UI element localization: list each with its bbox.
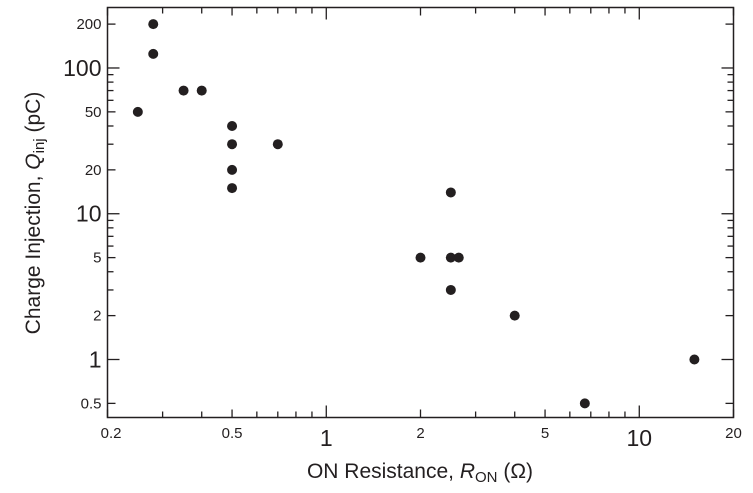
y-tick-label: 100 bbox=[63, 55, 101, 81]
y-tick-label: 20 bbox=[85, 162, 102, 179]
y-tick-label: 200 bbox=[76, 16, 101, 33]
x-tick-label: 20 bbox=[725, 425, 742, 442]
data-point bbox=[453, 252, 464, 263]
data-point bbox=[227, 164, 238, 175]
data-point bbox=[272, 139, 283, 150]
x-axis-title-symbol: R bbox=[460, 460, 475, 483]
x-tick-label: 0.5 bbox=[222, 425, 243, 442]
x-axis-title: ON Resistance, RON (Ω) bbox=[307, 460, 533, 486]
x-tick-label: 5 bbox=[541, 425, 549, 442]
data-point bbox=[148, 48, 159, 59]
y-tick-label: 50 bbox=[85, 104, 102, 121]
y-axis-title: Charge Injection, Qinj (pC) bbox=[22, 92, 48, 335]
y-tick-label: 5 bbox=[93, 250, 101, 267]
data-point bbox=[178, 85, 189, 96]
y-axis-title-main: Charge Injection, bbox=[22, 170, 45, 335]
data-point bbox=[227, 139, 238, 150]
data-point bbox=[227, 120, 238, 131]
data-point bbox=[148, 19, 159, 30]
plot-frame bbox=[106, 6, 735, 419]
data-point bbox=[689, 354, 700, 365]
x-tick-label: 1 bbox=[320, 425, 333, 451]
y-tick-label: 1 bbox=[89, 346, 102, 372]
data-point bbox=[579, 398, 590, 409]
y-axis-title-subscript: inj bbox=[31, 138, 48, 153]
data-point bbox=[445, 187, 456, 198]
data-point bbox=[415, 252, 426, 263]
data-point bbox=[445, 284, 456, 295]
data-points bbox=[132, 19, 700, 409]
y-tick-label: 2 bbox=[93, 308, 101, 325]
x-tick-label: 2 bbox=[416, 425, 424, 442]
tick-labels: 0.2 0.5 1 2 5 10 20 0.5 1 2 5 10 20 50 100 200 bbox=[63, 16, 742, 451]
y-tick-label: 0.5 bbox=[81, 395, 102, 412]
y-tick-label: 10 bbox=[76, 201, 102, 227]
axis-ticks bbox=[106, 7, 735, 418]
y-axis-title-unit: (pC) bbox=[22, 92, 45, 133]
x-axis-title-main: ON Resistance, bbox=[307, 460, 460, 483]
data-point bbox=[227, 183, 238, 194]
data-point bbox=[445, 252, 456, 263]
x-tick-label: 0.2 bbox=[101, 425, 122, 442]
data-point bbox=[132, 106, 143, 117]
data-point bbox=[509, 310, 520, 321]
data-point bbox=[196, 85, 207, 96]
x-axis-title-unit: (Ω) bbox=[503, 460, 533, 483]
y-axis-title-symbol: Q bbox=[22, 153, 45, 169]
x-tick-label: 10 bbox=[626, 425, 652, 451]
x-axis-title-subscript: ON bbox=[475, 469, 498, 486]
